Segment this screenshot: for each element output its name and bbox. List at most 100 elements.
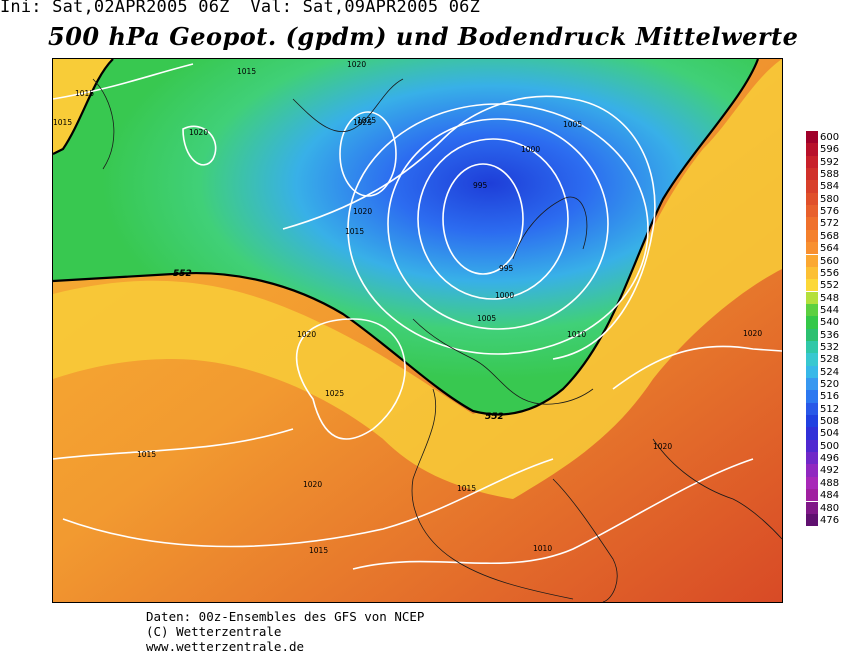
- svg-text:1015: 1015: [457, 484, 476, 493]
- svg-text:1010: 1010: [533, 544, 552, 553]
- legend-swatch: [806, 452, 818, 465]
- legend-level-label: 528: [820, 354, 840, 366]
- legend-swatch: [806, 365, 818, 378]
- coastlines: [92, 78, 782, 602]
- svg-text:1000: 1000: [521, 145, 540, 154]
- run-info: Ini: Sat,02APR2005 06Z Val: Sat,09APR200…: [0, 0, 481, 17]
- svg-text:1005: 1005: [563, 120, 582, 129]
- legend-level-label: 496: [820, 453, 840, 465]
- legend-swatch: [806, 279, 818, 292]
- legend-level-label: 516: [820, 391, 840, 403]
- legend-level-label: 596: [820, 144, 840, 156]
- yellow-band: [53, 59, 782, 499]
- legend-swatch: [806, 328, 818, 341]
- legend-level-label: 572: [820, 218, 840, 230]
- legend-level-label: 584: [820, 181, 840, 193]
- svg-text:995: 995: [473, 181, 488, 190]
- legend-level-label: 520: [820, 379, 840, 390]
- legend-swatch: [806, 254, 818, 267]
- chart-title: 500 hPa Geopot. (gpdm) und Bodendruck Mi…: [48, 22, 799, 51]
- legend-swatch: [806, 464, 818, 477]
- svg-text:1020: 1020: [189, 128, 208, 137]
- legend-level-label: 492: [820, 465, 840, 477]
- legend-level-label: 568: [820, 230, 840, 242]
- legend-level-label: 488: [820, 477, 840, 489]
- legend-swatch: [806, 266, 818, 280]
- svg-text:1020: 1020: [653, 442, 672, 451]
- svg-text:1015: 1015: [75, 89, 94, 98]
- svg-text:1015: 1015: [137, 450, 156, 459]
- svg-text:1015: 1015: [309, 546, 328, 555]
- legend-swatch: [806, 402, 818, 415]
- svg-text:1020: 1020: [347, 60, 366, 69]
- footer-data-source: Daten: 00z-Ensembles des GFS von NCEP: [146, 609, 425, 624]
- legend-swatch: [806, 415, 818, 428]
- legend-swatch: [806, 131, 818, 144]
- svg-text:1020: 1020: [743, 329, 762, 338]
- legend-level-label: 504: [820, 428, 840, 440]
- legend-swatch: [806, 143, 818, 156]
- weather-map: 552 552 1015 1020 1015 1015 1020 1025 10…: [52, 58, 783, 603]
- isobars: [53, 63, 782, 570]
- legend-swatch: [806, 427, 818, 440]
- legend-swatch: [806, 390, 818, 403]
- legend-level-label: 592: [820, 156, 840, 168]
- svg-text:1020: 1020: [297, 330, 316, 339]
- svg-text:1020: 1020: [353, 207, 372, 216]
- legend-swatch: [806, 168, 818, 181]
- legend-swatch: [806, 155, 818, 168]
- legend-swatch: [806, 217, 818, 230]
- legend-swatch: [806, 180, 818, 193]
- legend-swatch: [806, 340, 818, 354]
- legend-level-label: 580: [820, 193, 840, 205]
- low-region: [53, 59, 758, 415]
- legend-level-label: 588: [820, 169, 840, 181]
- isobar-labels: 1015 1020 1015 1015 1020 1025 1025 1020 …: [53, 60, 762, 555]
- legend-level-label: 508: [820, 416, 840, 428]
- legend-level-label: 532: [820, 341, 840, 353]
- legend-swatch: [806, 439, 818, 453]
- svg-text:995: 995: [499, 264, 514, 273]
- legend-level-label: 480: [820, 502, 840, 514]
- contour-label-552-b: 552: [485, 412, 504, 422]
- yellow-patch-nw: [53, 59, 113, 154]
- svg-text:1015: 1015: [237, 67, 256, 76]
- legend-level-label: 564: [820, 243, 840, 255]
- legend-level-label: 512: [820, 403, 840, 415]
- footer-website[interactable]: www.wetterzentrale.de: [146, 639, 305, 654]
- legend-swatch: [806, 513, 818, 527]
- legend-swatch: [806, 229, 818, 243]
- footer: Daten: 00z-Ensembles des GFS von NCEP (C…: [146, 609, 424, 654]
- svg-text:1025: 1025: [357, 116, 376, 125]
- legend-level-label: 476: [820, 514, 840, 526]
- svg-text:1020: 1020: [303, 480, 322, 489]
- legend-level-label: 536: [820, 329, 840, 341]
- svg-text:1015: 1015: [345, 227, 364, 236]
- legend-swatch: [806, 192, 818, 206]
- legend-swatch: [806, 242, 818, 255]
- legend-level-label: 576: [820, 206, 840, 218]
- svg-text:1000: 1000: [495, 291, 514, 300]
- legend-swatch: [806, 291, 818, 304]
- contour-552: [53, 59, 760, 416]
- svg-text:1025: 1025: [325, 389, 344, 398]
- legend-swatch: [806, 489, 818, 502]
- legend-swatch: [806, 476, 818, 490]
- legend-swatch: [806, 316, 818, 329]
- legend-level-label: 600: [820, 132, 840, 143]
- legend-level-label: 540: [820, 317, 840, 329]
- legend-level-label: 560: [820, 255, 840, 267]
- legend-swatch: [806, 353, 818, 366]
- legend-level-label: 484: [820, 490, 840, 502]
- legend-swatch: [806, 501, 818, 514]
- legend-swatch: [806, 303, 818, 317]
- legend-level-label: 544: [820, 304, 840, 316]
- legend-level-label: 500: [820, 440, 840, 452]
- footer-copyright: (C) Wetterzentrale: [146, 624, 282, 639]
- contour-label-552: 552: [173, 269, 192, 279]
- contour-552-nw: [53, 59, 114, 155]
- legend-level-label: 556: [820, 267, 840, 279]
- legend-level-label: 548: [820, 292, 840, 304]
- svg-text:1010: 1010: [567, 330, 586, 339]
- legend-swatch: [806, 378, 818, 391]
